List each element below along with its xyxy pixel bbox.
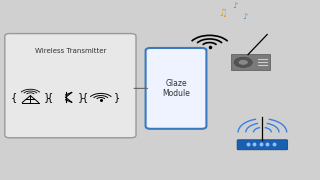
FancyBboxPatch shape (146, 48, 206, 129)
Text: {: { (81, 92, 88, 102)
Text: }: } (44, 92, 50, 102)
Text: {: { (11, 92, 17, 102)
Text: }: } (114, 92, 120, 102)
FancyBboxPatch shape (5, 34, 136, 138)
Text: }: } (78, 92, 84, 102)
FancyBboxPatch shape (237, 140, 288, 150)
Circle shape (238, 59, 248, 65)
Circle shape (234, 57, 252, 67)
Text: Glaze
Module: Glaze Module (162, 79, 190, 98)
FancyBboxPatch shape (231, 54, 270, 70)
Text: ♪: ♪ (242, 12, 247, 21)
Text: ♪: ♪ (233, 1, 238, 10)
Text: ♫: ♫ (218, 8, 227, 18)
Text: {: { (47, 92, 53, 102)
Text: Wireless Transmitter: Wireless Transmitter (35, 48, 106, 54)
